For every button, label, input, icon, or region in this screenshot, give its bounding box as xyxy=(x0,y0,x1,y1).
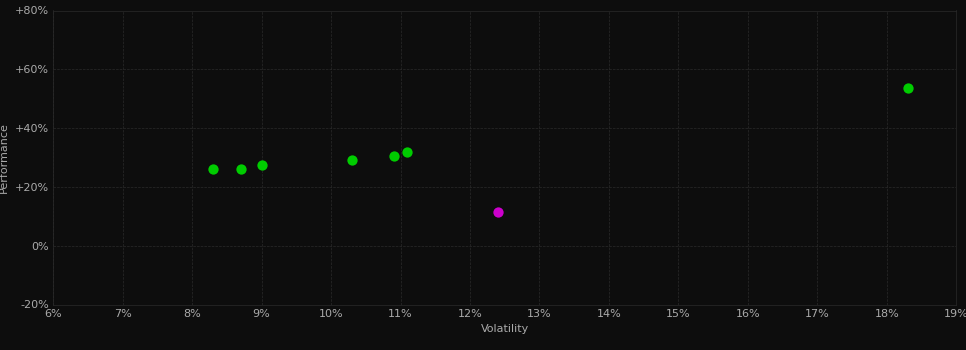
Point xyxy=(900,86,916,91)
Point xyxy=(385,153,401,159)
Point xyxy=(233,167,248,172)
Point xyxy=(344,158,359,163)
Point xyxy=(400,149,415,154)
X-axis label: Volatility: Volatility xyxy=(481,324,528,334)
Point xyxy=(205,167,220,172)
Y-axis label: Performance: Performance xyxy=(0,122,10,193)
Point xyxy=(490,209,505,215)
Point xyxy=(254,162,270,168)
